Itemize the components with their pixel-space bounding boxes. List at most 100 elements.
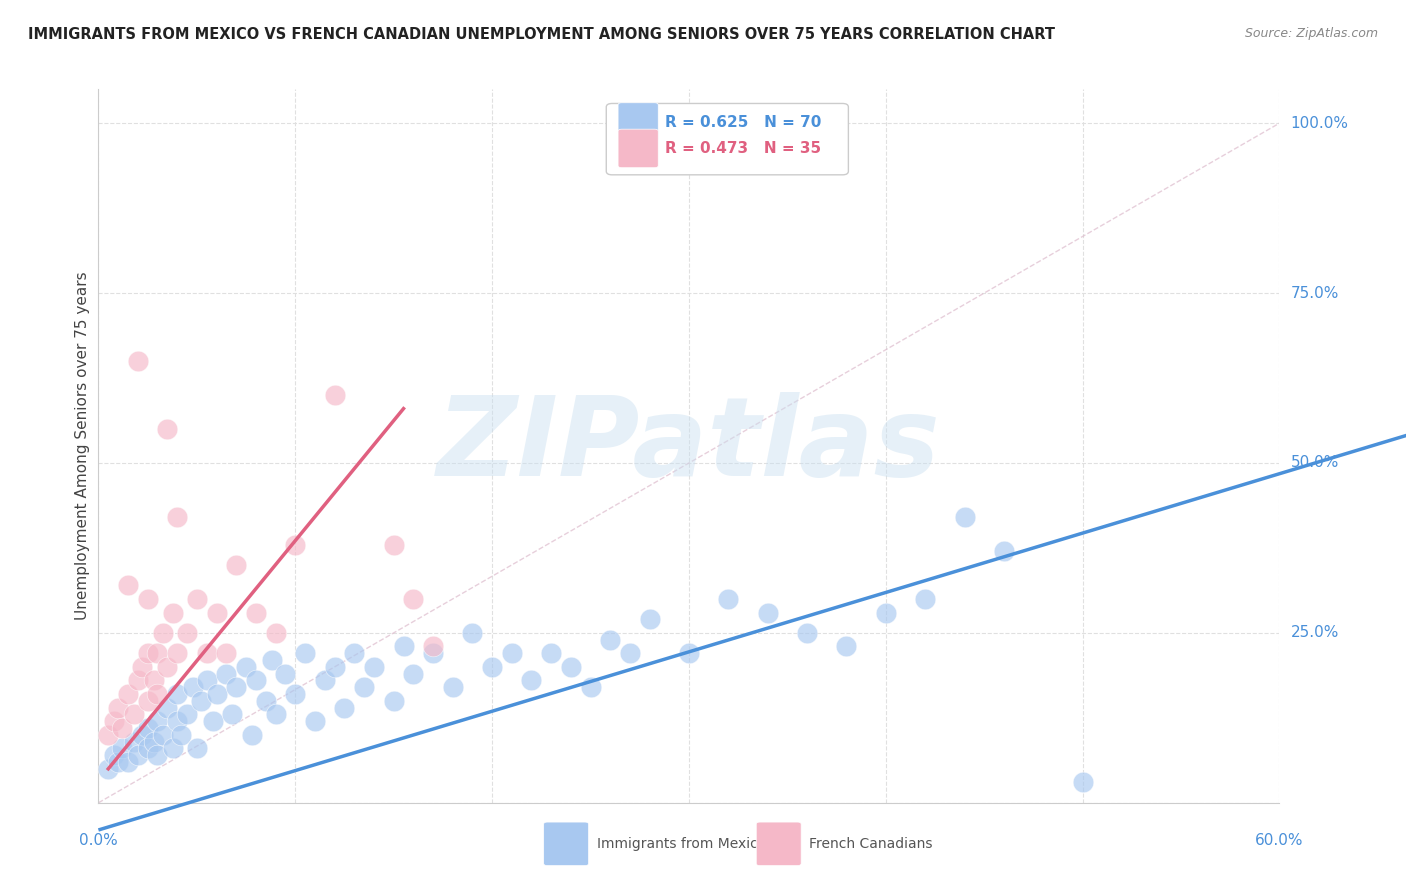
Point <box>146 714 169 729</box>
Point <box>1071 775 1094 789</box>
Point <box>156 422 179 436</box>
Point <box>111 721 134 735</box>
Point <box>619 646 641 660</box>
Point <box>422 646 444 660</box>
Point <box>131 728 153 742</box>
Point <box>146 646 169 660</box>
Point <box>162 741 184 756</box>
Point <box>953 510 976 524</box>
FancyBboxPatch shape <box>606 103 848 175</box>
Text: 75.0%: 75.0% <box>1291 285 1339 301</box>
Point <box>599 632 621 647</box>
Point <box>284 537 307 551</box>
Text: Source: ZipAtlas.com: Source: ZipAtlas.com <box>1244 27 1378 40</box>
Point <box>520 673 543 688</box>
Point <box>540 646 562 660</box>
Point <box>254 694 277 708</box>
Point <box>131 660 153 674</box>
Point <box>103 748 125 763</box>
Point <box>136 721 159 735</box>
Text: R = 0.473   N = 35: R = 0.473 N = 35 <box>665 141 821 156</box>
Point <box>205 687 228 701</box>
Point <box>323 388 346 402</box>
Point <box>235 660 257 674</box>
Point <box>353 680 375 694</box>
Point <box>461 626 484 640</box>
Point <box>107 700 129 714</box>
Point <box>127 748 149 763</box>
Point <box>117 755 139 769</box>
Point <box>136 646 159 660</box>
Point <box>756 606 779 620</box>
Point <box>382 694 405 708</box>
Point <box>560 660 582 674</box>
Point <box>914 591 936 606</box>
FancyBboxPatch shape <box>619 129 658 168</box>
Point <box>717 591 740 606</box>
Point <box>314 673 336 688</box>
Y-axis label: Unemployment Among Seniors over 75 years: Unemployment Among Seniors over 75 years <box>75 272 90 620</box>
Point <box>136 694 159 708</box>
Point <box>875 606 897 620</box>
Point <box>152 626 174 640</box>
Point <box>136 741 159 756</box>
Point <box>162 606 184 620</box>
Point <box>835 640 858 654</box>
Point <box>245 673 267 688</box>
Point <box>127 354 149 368</box>
Point <box>156 660 179 674</box>
Text: 50.0%: 50.0% <box>1291 456 1339 470</box>
Point <box>993 544 1015 558</box>
Point <box>215 666 238 681</box>
Point <box>678 646 700 660</box>
Point <box>166 510 188 524</box>
Point <box>117 578 139 592</box>
Text: French Canadians: French Canadians <box>810 837 934 851</box>
Point <box>166 646 188 660</box>
Text: Immigrants from Mexico: Immigrants from Mexico <box>596 837 766 851</box>
Point <box>176 707 198 722</box>
Point <box>205 606 228 620</box>
Point <box>260 653 283 667</box>
Point <box>441 680 464 694</box>
Point <box>107 755 129 769</box>
Point <box>304 714 326 729</box>
FancyBboxPatch shape <box>544 822 589 865</box>
Point <box>181 680 204 694</box>
Point <box>579 680 602 694</box>
Point <box>215 646 238 660</box>
Point <box>392 640 415 654</box>
Point <box>274 666 297 681</box>
Point <box>127 673 149 688</box>
Point <box>796 626 818 640</box>
Point <box>190 694 212 708</box>
Point <box>245 606 267 620</box>
Point <box>195 673 218 688</box>
Point <box>156 700 179 714</box>
Point <box>122 734 145 748</box>
Text: 60.0%: 60.0% <box>1256 833 1303 848</box>
Point <box>225 680 247 694</box>
Point <box>176 626 198 640</box>
Point <box>111 741 134 756</box>
Point <box>264 707 287 722</box>
Point <box>382 537 405 551</box>
Point <box>284 687 307 701</box>
Point <box>363 660 385 674</box>
Point <box>142 673 165 688</box>
Text: 100.0%: 100.0% <box>1291 116 1348 131</box>
Point <box>195 646 218 660</box>
Text: 0.0%: 0.0% <box>79 833 118 848</box>
Point <box>422 640 444 654</box>
Point <box>97 762 120 776</box>
Point <box>97 728 120 742</box>
FancyBboxPatch shape <box>619 103 658 141</box>
Point <box>201 714 224 729</box>
Point <box>501 646 523 660</box>
Point <box>264 626 287 640</box>
Point <box>146 687 169 701</box>
Point <box>186 591 208 606</box>
Point <box>221 707 243 722</box>
Point <box>117 687 139 701</box>
Point <box>146 748 169 763</box>
